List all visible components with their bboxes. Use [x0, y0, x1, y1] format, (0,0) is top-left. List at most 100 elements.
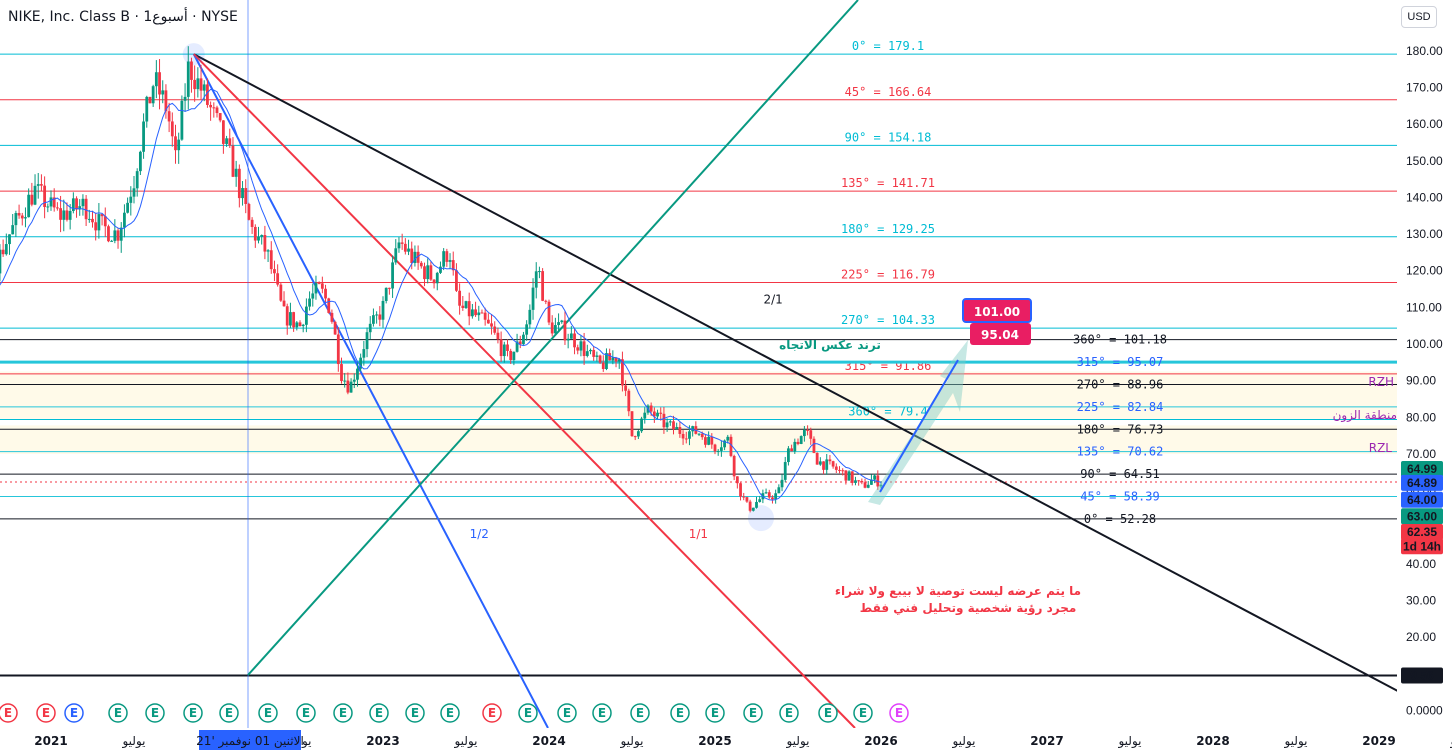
price-badge — [1401, 491, 1443, 508]
earnings-letter: E — [70, 706, 78, 720]
earnings-icon[interactable]: E — [369, 703, 389, 723]
candle-body — [633, 436, 637, 438]
earnings-icon[interactable]: E — [818, 703, 838, 723]
candle-body — [154, 72, 158, 87]
candle-body — [796, 441, 800, 444]
candle-body — [244, 188, 248, 205]
price-tick: 20.00 — [1406, 630, 1436, 644]
earnings-icon[interactable]: E — [36, 703, 56, 723]
candle-body — [221, 120, 225, 144]
candle-body — [65, 210, 69, 220]
earnings-icon[interactable]: E — [889, 703, 909, 723]
candle-body — [480, 312, 484, 314]
symbol-title[interactable]: NIKE, Inc. Class B · 1أسبوع · NYSE — [8, 9, 238, 25]
candle-body — [879, 484, 883, 487]
fan-line-2-1 — [193, 53, 1401, 694]
price-axis[interactable]: 180.00 170.00 160.00 150.00 140.00 130.00 120.… — [1397, 0, 1452, 754]
candle-body — [372, 315, 375, 324]
candle-body — [324, 288, 327, 299]
time-tick: 2023 — [366, 734, 399, 748]
candle-body — [873, 475, 877, 480]
earnings-icon[interactable]: E — [557, 703, 577, 723]
time-tick: 2025 — [698, 734, 731, 748]
candle-body — [174, 136, 177, 151]
candle-body — [46, 206, 50, 208]
candle-body — [14, 213, 18, 226]
candle-body — [668, 421, 672, 423]
candle-body — [553, 325, 557, 334]
candle-body — [55, 207, 59, 209]
earnings-icon[interactable]: E — [705, 703, 725, 723]
earnings-icon[interactable]: E — [219, 703, 239, 723]
time-tick: يوليو — [1117, 734, 1141, 749]
candle-body — [544, 300, 548, 302]
candle-body — [825, 459, 829, 470]
earnings-icon[interactable]: E — [145, 703, 165, 723]
currency-button[interactable]: USD — [1401, 6, 1437, 28]
earnings-icon[interactable]: E — [853, 703, 873, 723]
earnings-icon[interactable]: E — [670, 703, 690, 723]
earnings-icon[interactable]: E — [296, 703, 316, 723]
candle-body — [435, 272, 439, 284]
candle-body — [30, 194, 34, 205]
candle-body — [643, 412, 647, 419]
candle-body — [707, 436, 711, 445]
candle-body — [336, 334, 340, 365]
moving-average — [0, 88, 882, 501]
candle-body — [75, 198, 78, 210]
crosshair-date-label: الاثنين 01 نوفمبر '21 — [196, 734, 304, 749]
candle-body — [522, 334, 525, 345]
candle-body — [419, 262, 423, 267]
candle-body — [100, 214, 104, 217]
earnings-icon[interactable]: E — [258, 703, 278, 723]
earnings-icon[interactable]: E — [440, 703, 460, 723]
candle-body — [672, 421, 675, 430]
candle-body — [518, 341, 522, 345]
earnings-icon[interactable]: E — [333, 703, 353, 723]
time-tick: يوليو — [785, 734, 809, 749]
earnings-icon[interactable]: E — [183, 703, 203, 723]
earnings-icon[interactable]: E — [518, 703, 538, 723]
candle-body — [605, 353, 608, 369]
level-label: 45° = 58.39 — [1080, 490, 1159, 504]
time-axis[interactable]: يوليو 2021 يوليو يوليو 2023 يوليو 2024 يوليو 202… — [0, 728, 1452, 754]
price-tick: 160.00 — [1406, 117, 1443, 131]
earnings-icon[interactable]: E — [64, 703, 84, 723]
earnings-icon[interactable]: E — [482, 703, 502, 723]
candle-body — [378, 314, 382, 320]
candle-body — [569, 333, 573, 339]
candle-body — [304, 306, 308, 325]
earnings-icon[interactable]: E — [630, 703, 650, 723]
price-tick: 30.00 — [1406, 594, 1436, 608]
earnings-letter: E — [375, 706, 383, 720]
candle-body — [636, 431, 640, 437]
price-badge-label: 63.00 — [1407, 509, 1437, 523]
candle-body — [579, 341, 583, 351]
candle-body — [356, 368, 359, 380]
candle-body — [142, 121, 145, 152]
price-tick: 170.00 — [1406, 80, 1443, 94]
price-tick: 180.00 — [1406, 44, 1443, 58]
candle-body — [218, 113, 222, 121]
candle-body — [314, 283, 318, 294]
candle-body — [151, 86, 155, 104]
candle-body — [381, 300, 385, 320]
earnings-icon[interactable]: E — [405, 703, 425, 723]
earnings-icon[interactable]: E — [779, 703, 799, 723]
earnings-icon[interactable]: E — [108, 703, 128, 723]
candle-body — [815, 452, 819, 465]
candle-body — [486, 319, 490, 324]
price-tick: 100.00 — [1406, 337, 1443, 351]
candle-body — [27, 194, 31, 218]
candle-body — [78, 206, 82, 210]
candle-body — [59, 208, 62, 220]
earnings-icon[interactable]: E — [0, 703, 18, 723]
candle-body — [445, 251, 449, 262]
price-tick: 120.00 — [1406, 264, 1443, 278]
earnings-icon[interactable]: E — [743, 703, 763, 723]
candle-body — [790, 448, 794, 452]
earnings-icon[interactable]: E — [592, 703, 612, 723]
earnings-letter: E — [563, 706, 571, 720]
